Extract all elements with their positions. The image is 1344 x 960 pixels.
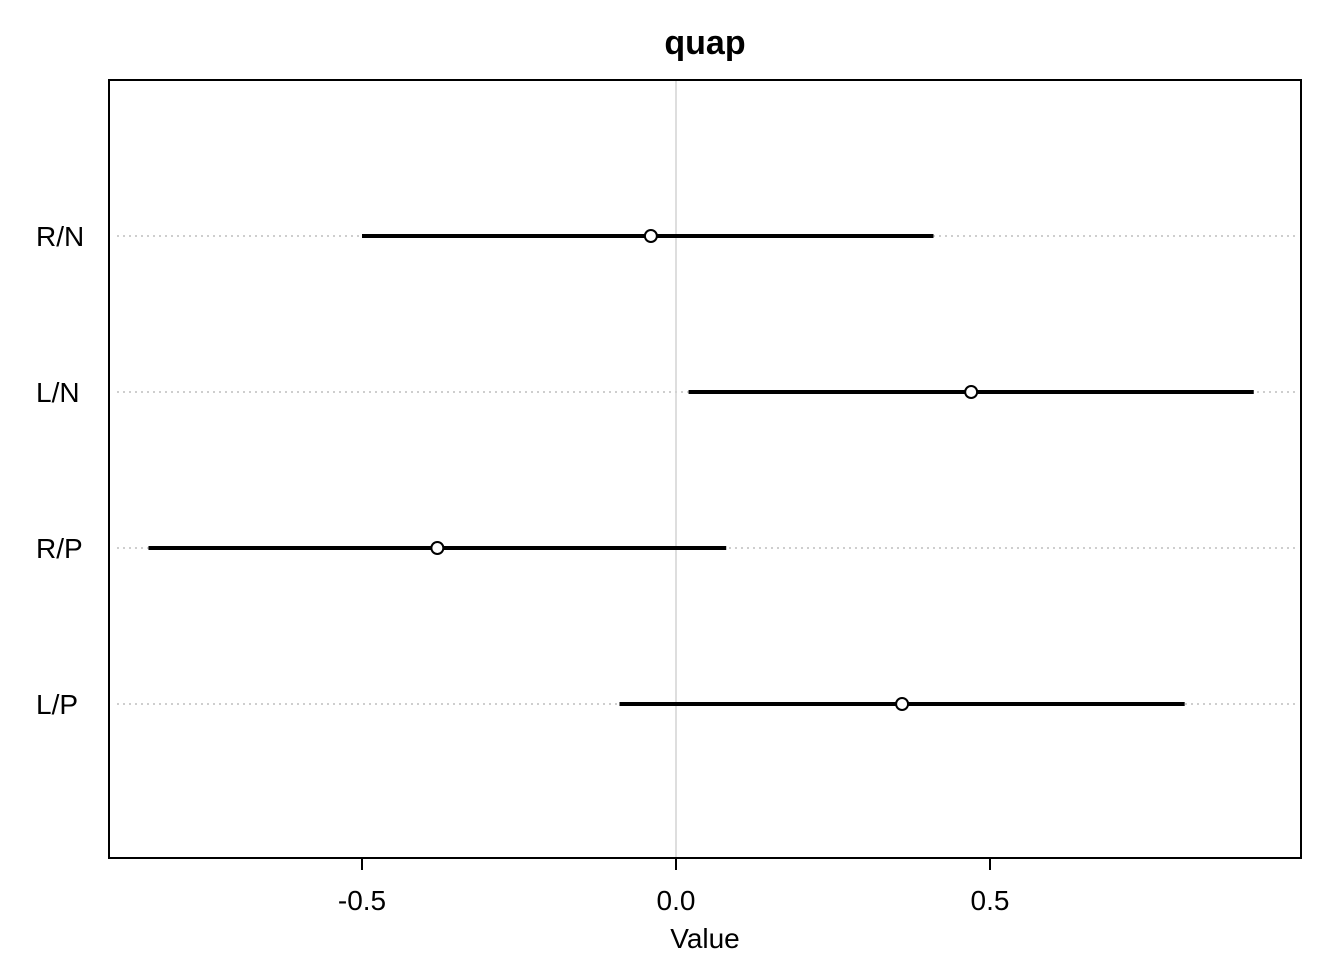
parameter-labels: R/N L/N R/P L/P — [36, 221, 84, 720]
x-tick-label: 0.0 — [657, 885, 696, 916]
y-tick-label-l-n: L/N — [36, 377, 80, 408]
y-tick-label-l-p: L/P — [36, 689, 78, 720]
guide-lines — [117, 235, 1297, 705]
y-tick-label-r-n: R/N — [36, 221, 84, 252]
intervals — [148, 234, 1254, 706]
point-l-p — [895, 697, 910, 711]
point-l-n — [964, 385, 979, 399]
y-tick-label-r-p: R/P — [36, 533, 83, 564]
point-r-n — [643, 229, 658, 243]
x-axis-title: Value — [670, 923, 740, 954]
x-tick-label: 0.5 — [971, 885, 1010, 916]
chart-title: quap — [664, 24, 745, 62]
plot-frame — [108, 79, 1302, 859]
point-r-p — [430, 541, 445, 555]
x-tick-label: -0.5 — [338, 885, 386, 916]
x-axis-ticks: -0.5 0.0 0.5 — [338, 858, 1010, 916]
point-estimates — [430, 229, 979, 711]
